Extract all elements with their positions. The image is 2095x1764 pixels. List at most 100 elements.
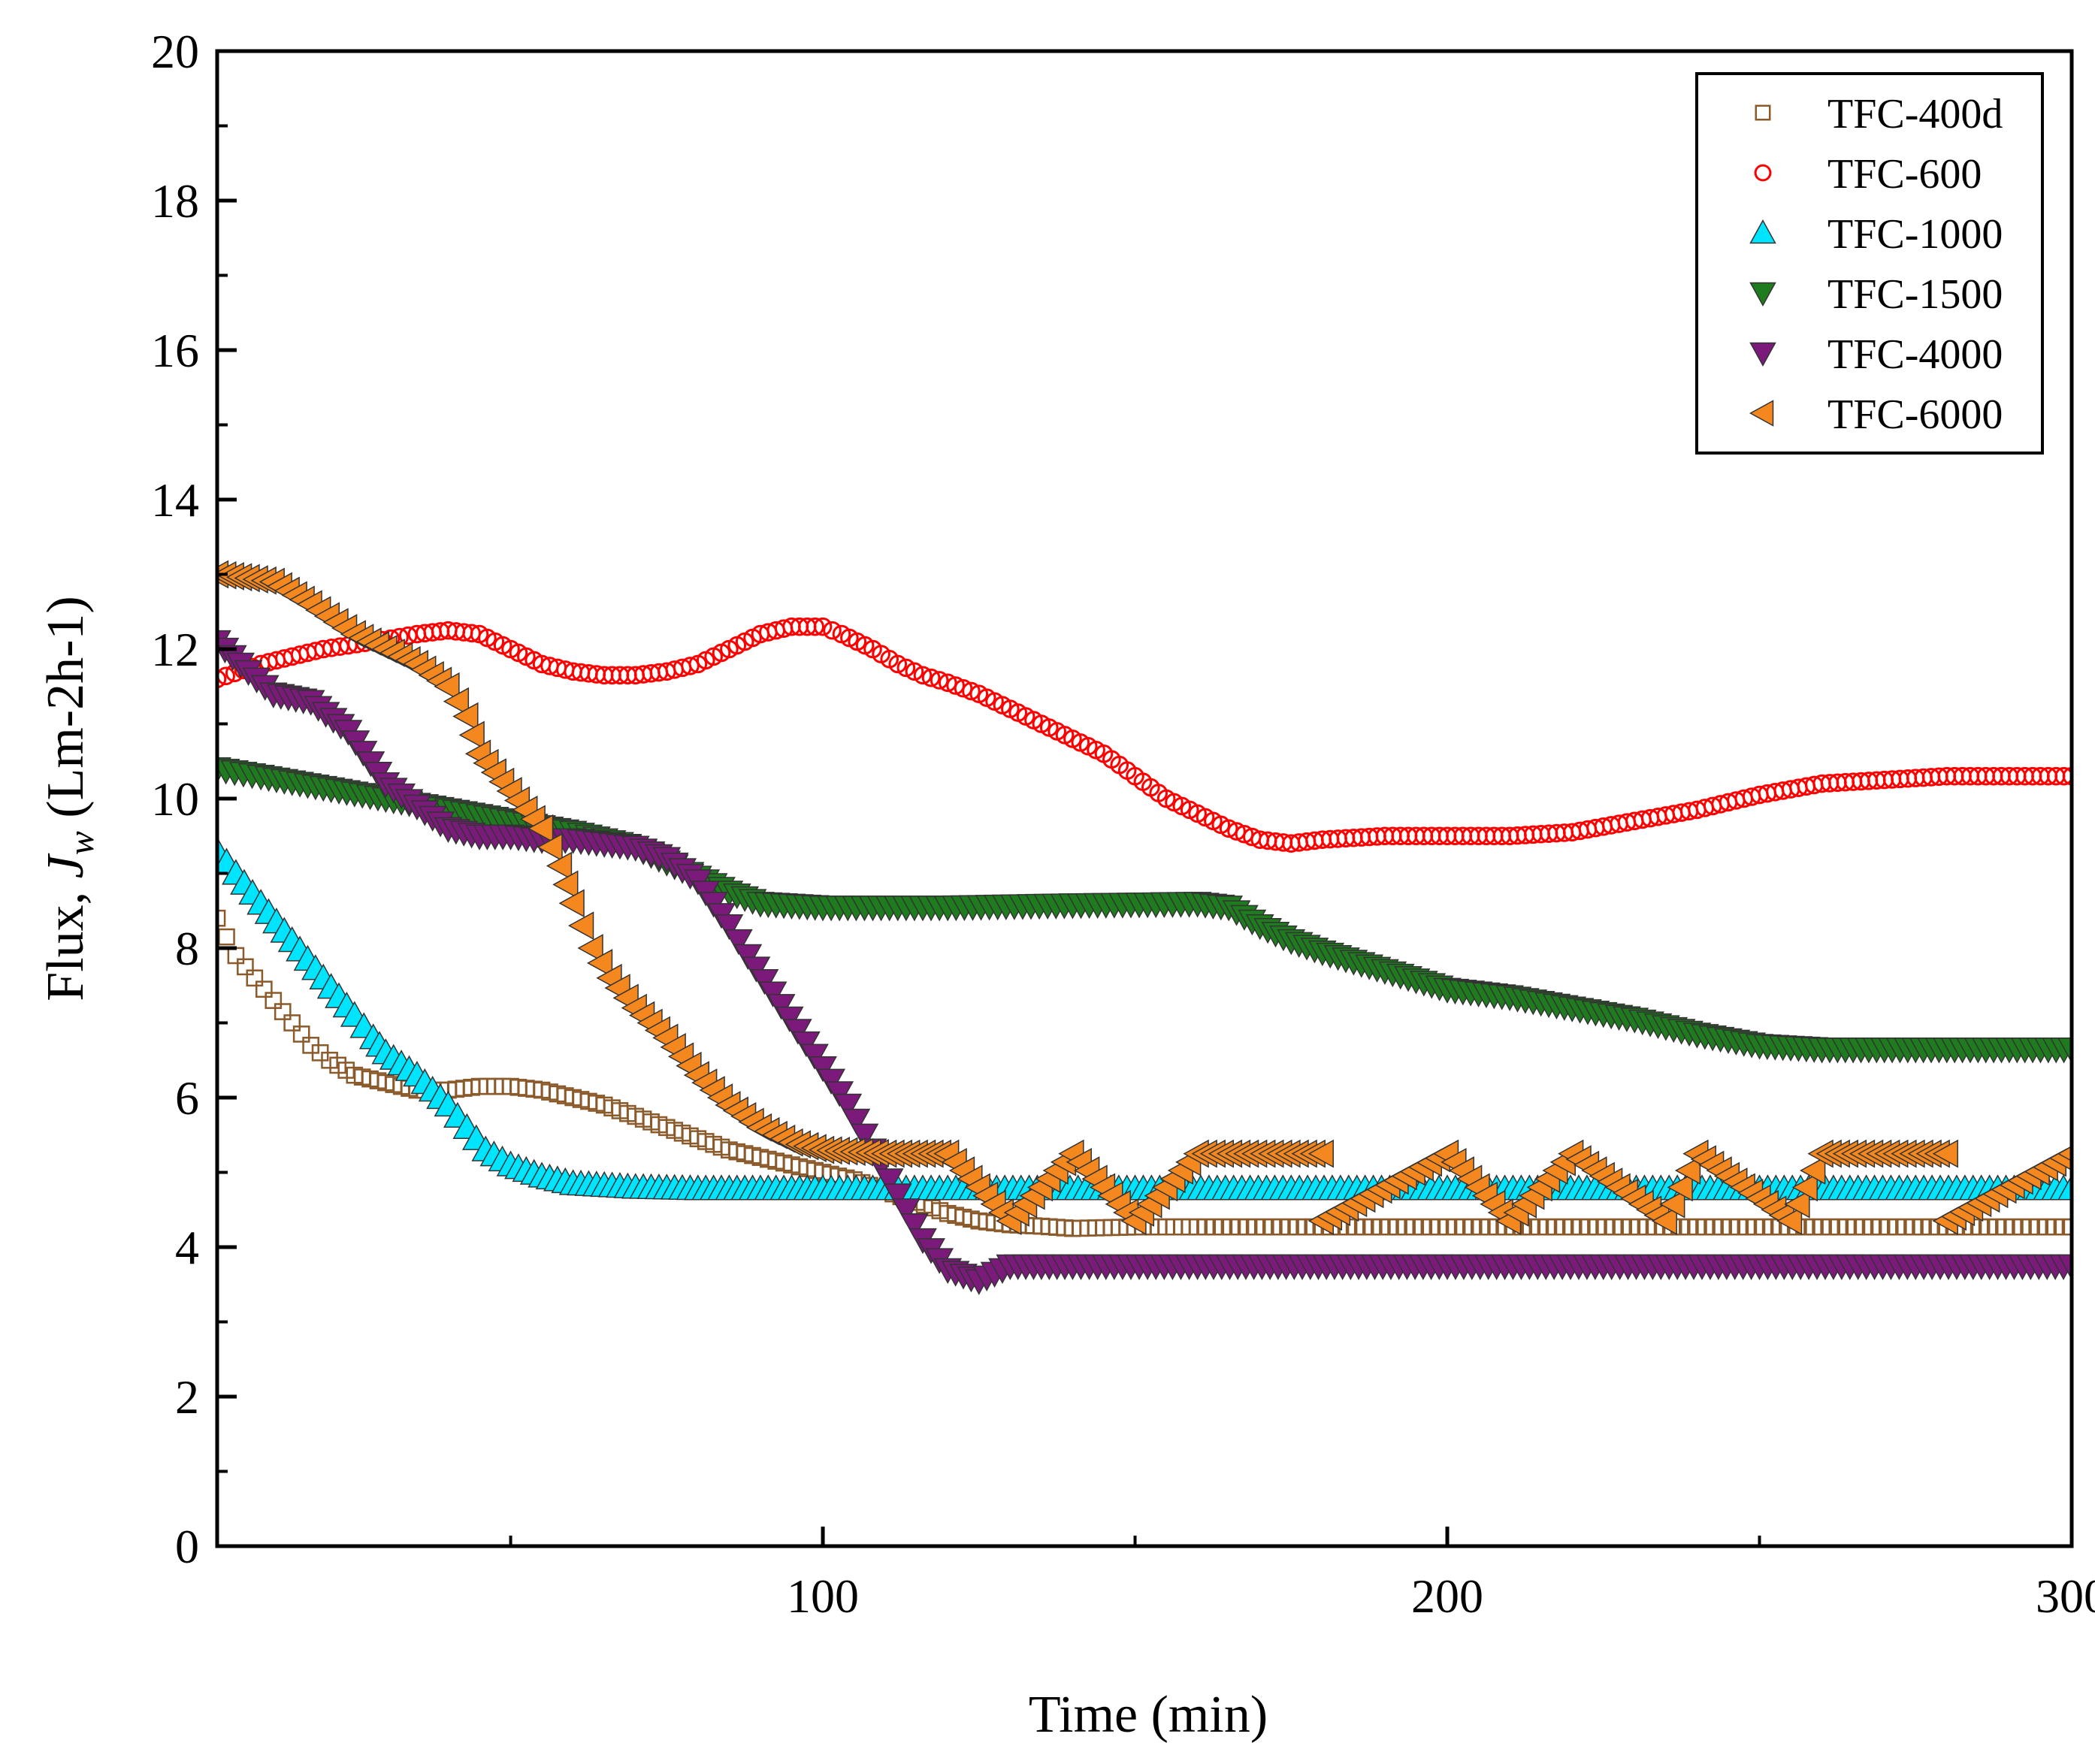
legend-box — [1695, 72, 2044, 455]
data-point-tfc-600 — [921, 668, 941, 687]
data-point-tfc-6000 — [577, 934, 603, 962]
data-point-tfc-600 — [913, 666, 933, 685]
x-tick-label: 300 — [2036, 1569, 2095, 1623]
series-tfc-4000 — [217, 630, 2072, 1295]
x-axis-title: Time (min) — [1029, 1686, 1268, 1744]
legend-marker-tfc-400d — [1755, 104, 1771, 121]
data-point-tfc-600 — [938, 673, 957, 693]
data-point-tfc-4000 — [875, 1168, 904, 1195]
data-point-tfc-600 — [823, 621, 842, 640]
y-tick-label: 16 — [151, 324, 199, 377]
data-point-tfc-6000 — [1307, 1139, 1334, 1168]
y-tick-label: 4 — [175, 1221, 199, 1274]
data-point-tfc-6000 — [434, 672, 460, 701]
y-tick-label: 8 — [175, 922, 199, 975]
y-tick-label: 6 — [175, 1071, 199, 1125]
data-point-tfc-6000 — [586, 949, 613, 977]
data-point-tfc-600 — [896, 658, 916, 678]
legend-marker-tfc-1500 — [1749, 282, 1776, 307]
data-point-tfc-600 — [1219, 819, 1238, 838]
legend-item: TFC-1500 — [1749, 271, 2003, 318]
data-point-tfc-400d — [265, 992, 283, 1009]
data-point-tfc-600 — [905, 662, 924, 681]
data-point-tfc-6000 — [1651, 1207, 1678, 1236]
y-axis-title-subscript: w — [62, 831, 101, 855]
legend: TFC-400d TFC-600 TFC-1000 TFC-1500 TFC-4000 T… — [1695, 72, 2044, 455]
data-point-tfc-4000 — [850, 1123, 879, 1149]
y-axis-title-prefix: Flux, — [37, 878, 95, 1001]
data-point-tfc-600 — [2054, 766, 2072, 786]
legend-marker-tfc-4000 — [1749, 342, 1776, 367]
data-point-tfc-600 — [1235, 824, 1254, 844]
data-point-tfc-600 — [946, 676, 965, 695]
y-tick-label: 12 — [151, 623, 199, 676]
x-tick-label: 100 — [787, 1569, 859, 1623]
legend-item: TFC-600 — [1754, 151, 1982, 198]
data-point-tfc-6000 — [1932, 1139, 1958, 1168]
data-point-tfc-6000 — [537, 832, 563, 862]
data-point-tfc-6000 — [546, 851, 573, 880]
data-point-tfc-4000 — [2057, 1254, 2072, 1281]
legend-marker-tfc-600 — [1754, 164, 1772, 182]
legend-label: TFC-1000 — [1827, 211, 2003, 258]
legend-item: TFC-1000 — [1749, 211, 2003, 258]
data-point-tfc-400d — [218, 928, 235, 946]
data-point-tfc-6000 — [443, 687, 470, 716]
data-point-tfc-1500 — [2057, 1038, 2072, 1064]
data-point-tfc-6000 — [558, 889, 585, 918]
y-tick-label: 14 — [151, 473, 199, 527]
series-layer — [217, 560, 2072, 1295]
data-point-tfc-6000 — [1776, 1207, 1803, 1236]
legend-label: TFC-1500 — [1827, 271, 2003, 318]
y-axis-title-symbol: J — [37, 853, 95, 878]
y-axis-title-units: (Lm-2h-1) — [37, 596, 95, 831]
legend-label: TFC-400d — [1827, 91, 2003, 137]
legend-item: TFC-6000 — [1749, 391, 2003, 438]
x-axis: 100 200 300 — [509, 1527, 2095, 1623]
data-point-tfc-600 — [681, 657, 700, 675]
data-point-tfc-6000 — [552, 870, 579, 899]
data-point-tfc-600 — [806, 617, 824, 636]
y-axis: 0 2 4 6 8 10 12 14 16 18 20 — [151, 25, 237, 1573]
data-point-tfc-400d — [274, 1003, 292, 1020]
x-tick-label: 200 — [1411, 1569, 1483, 1623]
data-point-tfc-6000 — [458, 720, 485, 750]
data-point-tfc-4000 — [833, 1093, 863, 1120]
data-point-tfc-400d — [246, 969, 264, 987]
legend-item: TFC-4000 — [1749, 331, 2003, 378]
legend-label: TFC-6000 — [1827, 391, 2003, 438]
data-point-tfc-4000 — [842, 1108, 871, 1135]
data-point-tfc-6000 — [1659, 1189, 1685, 1219]
data-point-tfc-600 — [888, 654, 908, 674]
data-point-tfc-6000 — [1667, 1173, 1693, 1202]
data-point-tfc-4000 — [900, 1213, 929, 1240]
data-point-tfc-400d — [227, 947, 245, 965]
legend-item: TFC-400d — [1755, 91, 2003, 137]
data-point-tfc-600 — [813, 617, 833, 636]
y-tick-label: 0 — [175, 1520, 199, 1573]
y-tick-label: 10 — [151, 772, 199, 826]
series-tfc-400d — [217, 909, 2072, 1237]
data-point-tfc-600 — [962, 681, 981, 701]
data-point-tfc-6000 — [1784, 1189, 1810, 1219]
y-tick-label: 2 — [175, 1370, 199, 1424]
data-point-tfc-600 — [1227, 822, 1246, 841]
data-point-tfc-400d — [283, 1014, 301, 1032]
legend-label: TFC-600 — [1827, 151, 1982, 198]
y-axis-title: Flux, Jw (Lm-2h-1) — [37, 596, 101, 1001]
data-point-tfc-4000 — [883, 1183, 912, 1210]
data-point-tfc-4000 — [715, 914, 744, 941]
legend-marker-tfc-6000 — [1749, 400, 1774, 427]
data-point-tfc-6000 — [567, 911, 594, 941]
data-point-tfc-6000 — [527, 814, 554, 843]
data-point-tfc-4000 — [891, 1198, 921, 1225]
series-tfc-1500 — [217, 757, 2072, 1064]
plot-area — [215, 49, 2074, 1548]
legend-label: TFC-4000 — [1827, 331, 2003, 378]
series-tfc-1000 — [217, 836, 2072, 1201]
y-tick-label: 20 — [151, 25, 199, 78]
data-point-tfc-6000 — [1791, 1173, 1818, 1202]
data-point-tfc-600 — [930, 671, 949, 690]
data-point-tfc-4000 — [724, 929, 753, 956]
